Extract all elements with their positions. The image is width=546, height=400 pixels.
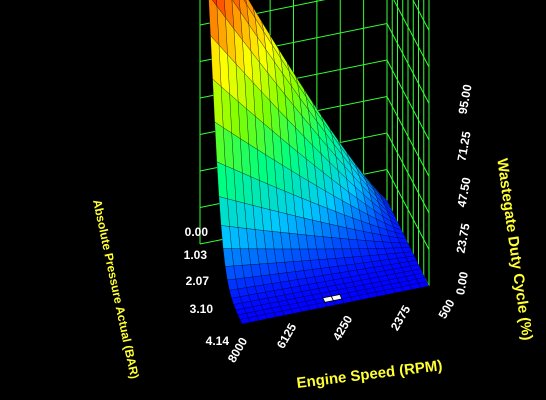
y-tick-label: 0.00 [185, 225, 209, 239]
z-axis-title: Wastegate Duty Cycle (%) [493, 157, 535, 341]
x-axis-title: Engine Speed (RPM) [296, 357, 444, 392]
highlight-cells [322, 294, 343, 303]
x-tick-label: 2375 [388, 303, 414, 333]
z-tick-label: 71.25 [455, 130, 474, 162]
y-axis: 0.00 1.03 2.07 3.10 4.14 Absolute Pressu… [90, 198, 229, 380]
y-tick-label: 2.07 [186, 274, 210, 288]
surface-cell [239, 317, 251, 325]
y-tick-label: 4.14 [206, 334, 230, 348]
z-tick-label: 0.00 [453, 270, 471, 296]
z-tick-label: 95.00 [456, 83, 475, 115]
x-tick-label: 4250 [330, 313, 356, 343]
grid-line [412, 0, 430, 31]
z-tick-label: 23.75 [454, 222, 473, 254]
z-axis: 0.00 23.75 47.50 71.25 95.00 Wastegate D… [453, 83, 536, 342]
y-axis-title: Absolute Pressure Actual (BAR) [90, 198, 142, 380]
z-tick-label: 47.50 [455, 176, 474, 208]
surface-cell [222, 248, 234, 267]
grid-line [386, 23, 430, 104]
grid-line [393, 0, 430, 68]
x-tick-label: 6125 [274, 321, 300, 351]
y-tick-label: 3.10 [190, 302, 214, 316]
selected-cell [330, 294, 343, 302]
y-tick-label: 1.03 [184, 248, 208, 262]
surface-cell [227, 278, 239, 291]
x-tick-label: 500 [435, 297, 457, 322]
surface-mesh [208, 0, 430, 325]
surface-cell [224, 265, 237, 281]
